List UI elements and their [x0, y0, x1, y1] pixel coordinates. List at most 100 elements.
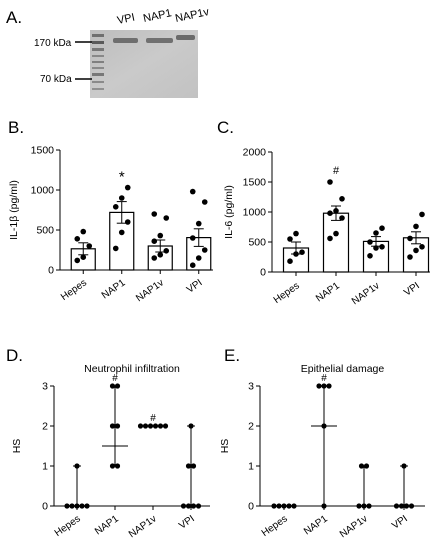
gel-band-nap1v [176, 35, 195, 40]
chart-b-ytick-label-500: 500 [36, 225, 54, 237]
chart-b-ylabel: IL-1β (pg/ml) [8, 180, 20, 240]
chart-c-point-nap1v-2 [379, 244, 385, 250]
chart-b-point-vpi-3 [189, 235, 196, 241]
panel-letter-b: B. [8, 118, 25, 137]
chart-e-point-nap1-4 [326, 383, 332, 389]
chart-c-point-hepes-1 [293, 251, 299, 257]
chart-d-ytick-label-2: 2 [42, 421, 48, 433]
chart-d-point-nap1-4 [109, 383, 116, 389]
chart-c-point-vpi-5 [419, 211, 425, 218]
chart-e-point-nap1v-0 [356, 503, 362, 509]
chart-b-point-nap1v-4 [157, 232, 164, 239]
chart-d-ytick-label-3: 3 [42, 381, 48, 393]
chart-c-point-nap1v-5 [379, 225, 385, 231]
chart-c-point-nap1v-3 [367, 239, 373, 245]
chart-b-point-nap1v-2 [163, 248, 170, 254]
chart-e-ylabel: HS [219, 439, 231, 454]
chart-d-ytick-label-1: 1 [42, 461, 48, 473]
panel-letter-c: C. [217, 118, 234, 137]
chart-c-ylabel: IL-6 (pg/ml) [223, 185, 235, 239]
chart-e-point-nap1-0 [321, 503, 327, 509]
chart-e-ytick-label-1: 1 [248, 461, 254, 473]
chart-c-point-nap1v-4 [373, 230, 379, 236]
chart-d-point-nap1v-5 [162, 423, 169, 429]
chart-c-point-nap1-3 [327, 210, 333, 216]
chart-b-point-nap1-5 [124, 184, 131, 191]
chart-e-point-nap1-1 [321, 423, 327, 429]
chart-d-point-hepes-0 [64, 503, 70, 509]
chart-c-point-hepes-2 [299, 249, 305, 255]
chart-b-ytick-label-1000: 1000 [31, 185, 55, 197]
chart-c-point-nap1-6 [327, 179, 333, 185]
chart-b-ytick-label-0: 0 [48, 265, 54, 277]
chart-d-point-nap1-1 [114, 463, 121, 469]
chart-e-category-hepes: Hepes [260, 513, 290, 539]
chart-e-category-nap1: NAP1 [302, 513, 330, 537]
chart-d-point-vpi-5 [190, 463, 197, 469]
chart-e-point-nap1v-4 [363, 463, 370, 469]
lane-label-nap1: NAP1 [142, 7, 173, 25]
chart-c-point-nap1-1 [333, 230, 339, 237]
chart-e-point-nap1-3 [321, 383, 327, 389]
chart-d-point-nap1v-2 [147, 423, 154, 429]
chart-c-point-nap1-0 [327, 235, 333, 242]
chart-c-ytick-label-2000: 2000 [243, 147, 267, 159]
chart-c-ytick-label-1500: 1500 [243, 177, 267, 189]
chart-e-point-vpi-1 [398, 503, 405, 509]
chart-e-point-vpi-0 [393, 503, 400, 509]
chart-b-point-nap1-2 [124, 219, 131, 225]
chart-d-point-vpi-4 [185, 463, 192, 469]
chart-d-point-hepes-4 [84, 503, 90, 509]
chart-d-point-hepes-1 [69, 503, 75, 509]
chart-d-point-nap1v-4 [157, 423, 164, 429]
chart-d-point-nap1-2 [109, 423, 116, 429]
chart-c-point-nap1-2 [339, 215, 345, 221]
chart-e-point-hepes-2 [281, 503, 287, 509]
chart-b-point-vpi-6 [189, 188, 196, 195]
chart-b-point-vpi-5 [201, 199, 208, 205]
chart-d-point-nap1-3 [114, 423, 121, 429]
chart-b-point-vpi-2 [201, 247, 208, 253]
chart-c-point-vpi-3 [407, 235, 413, 242]
chart-e-point-nap1v-2 [366, 503, 372, 509]
chart-c-ytick-label-500: 500 [248, 237, 266, 249]
chart-d-point-vpi-2 [190, 503, 197, 509]
chart-b-point-hepes-4 [80, 228, 87, 235]
chart-b-point-nap1v-0 [151, 255, 158, 261]
marker-label-170: 170 kDa [34, 38, 72, 49]
chart-b-point-hepes-1 [80, 254, 87, 260]
chart-c-point-nap1-5 [339, 196, 345, 202]
chart-b-point-nap1v-5 [163, 215, 170, 221]
chart-b-point-vpi-0 [189, 262, 196, 269]
chart-c-point-nap1-4 [333, 208, 339, 214]
gel-band-vpi [113, 38, 138, 43]
gel-band-nap1 [146, 38, 173, 43]
chart-d-point-vpi-1 [185, 503, 192, 509]
panel-letter-a: A. [6, 8, 23, 27]
gel-figure: VPI NAP1 NAP1v 170 kDa 70 kDa [34, 6, 211, 98]
chart-e-ytick-label-0: 0 [248, 501, 254, 513]
chart-e-point-hepes-0 [271, 503, 277, 509]
chart-c-point-vpi-1 [413, 247, 419, 254]
chart-b-point-nap1v-6 [151, 211, 158, 217]
chart-d-point-vpi-6 [188, 423, 194, 429]
chart-c-ytick-label-1000: 1000 [243, 207, 267, 219]
chart-e-annotation-nap1: # [321, 373, 327, 384]
chart-b-point-vpi-4 [195, 220, 202, 227]
chart-c-point-nap1v-0 [367, 253, 373, 259]
chart-d-ylabel: HS [11, 439, 23, 454]
chart-d-annotation-nap1v: # [150, 413, 156, 424]
chart-c-point-hepes-4 [293, 230, 299, 237]
chart-e-point-hepes-3 [286, 503, 292, 509]
chart-b-point-nap1-0 [112, 245, 119, 252]
chart-c-point-hepes-3 [287, 236, 293, 242]
chart-b-annotation-nap1: * [119, 169, 125, 186]
chart-d-point-nap1v-1 [142, 423, 149, 429]
chart-b-point-nap1v-1 [157, 252, 164, 258]
chart-b-ytick-label-1500: 1500 [31, 145, 55, 157]
chart-e-point-nap1v-3 [358, 463, 365, 469]
